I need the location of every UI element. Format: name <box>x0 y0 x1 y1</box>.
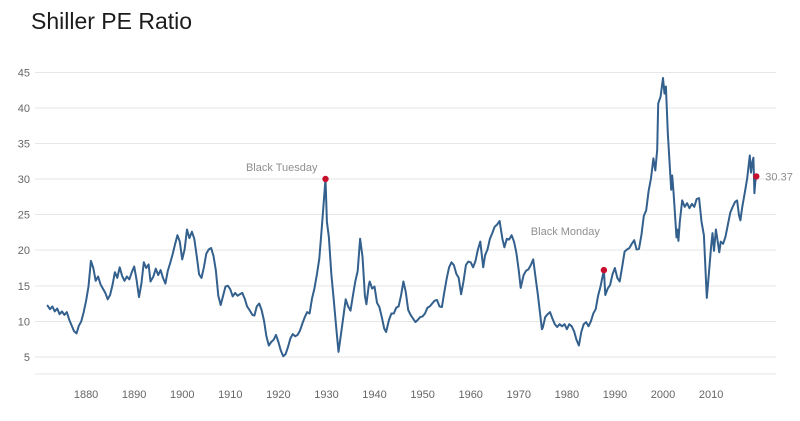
series-line <box>46 77 758 358</box>
x-tick-label: 1890 <box>122 389 146 401</box>
x-tick-label: 1920 <box>266 389 290 401</box>
y-tick-label: 10 <box>18 316 30 328</box>
y-tick-label: 30 <box>18 174 30 186</box>
y-tick-label: 25 <box>18 210 30 222</box>
x-tick-label: 1960 <box>458 389 482 401</box>
x-tick-label: 1910 <box>218 389 242 401</box>
x-tick-label: 2010 <box>699 389 723 401</box>
annotation-label: Black Tuesday <box>246 162 318 174</box>
x-tick-label: 1990 <box>603 389 627 401</box>
chart-title: Shiller PE Ratio <box>31 8 193 34</box>
x-tick-label: 2000 <box>651 389 675 401</box>
x-tick-label: 1930 <box>314 389 338 401</box>
annotation-dot <box>322 175 329 183</box>
y-tick-label: 5 <box>24 352 30 364</box>
x-tick-label: 1940 <box>362 389 386 401</box>
y-tick-label: 40 <box>18 103 30 115</box>
annotation-dot <box>600 266 608 274</box>
y-tick-label: 45 <box>18 67 30 79</box>
x-tick-label: 1900 <box>170 389 194 401</box>
y-tick-label: 20 <box>18 245 30 257</box>
x-tick-label: 1980 <box>555 389 579 401</box>
annotation-label: 30.37 <box>765 171 793 183</box>
x-tick-label: 1970 <box>507 389 531 401</box>
x-tick-label: 1950 <box>410 389 434 401</box>
x-tick-label: 1880 <box>74 389 98 401</box>
annotation-dot <box>753 173 760 180</box>
annotation-label: Black Monday <box>531 226 601 238</box>
y-tick-label: 15 <box>18 281 30 293</box>
y-tick-label: 35 <box>18 138 30 150</box>
